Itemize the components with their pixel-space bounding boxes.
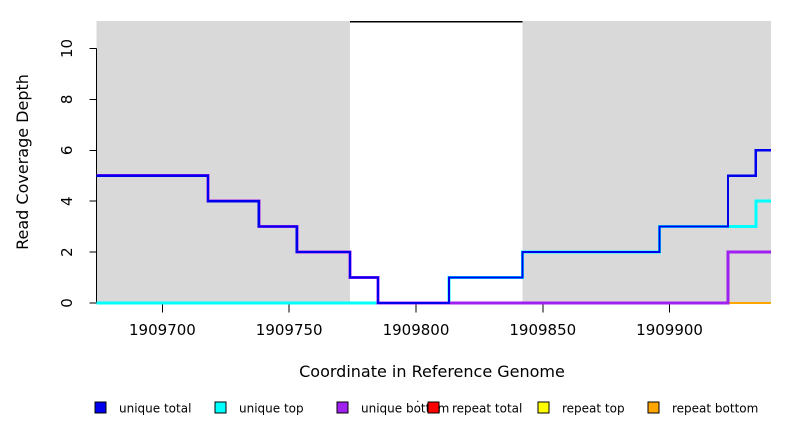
- legend-label-unique-total: unique total: [119, 402, 191, 416]
- legend-label-repeat-total: repeat total: [452, 402, 522, 416]
- legend-label-unique-bottom: unique bottom: [361, 402, 449, 416]
- legend-item-unique-bottom: unique bottom: [336, 401, 449, 416]
- legend-label-unique-top: unique top: [239, 402, 304, 416]
- legend-label-repeat-top: repeat top: [562, 402, 625, 416]
- unique-region-shading-right: [522, 21, 771, 303]
- legend-item-unique-total: unique total: [94, 401, 191, 416]
- legend-swatch-repeat-total: [427, 401, 440, 414]
- x-tick-label: 1909900: [636, 321, 703, 339]
- legend-label-repeat-bottom: repeat bottom: [672, 402, 758, 416]
- y-axis-ticks: 0 2 4 6 8 10: [58, 39, 97, 308]
- legend-swatch-unique-top: [214, 401, 227, 414]
- y-tick-label: 10: [58, 39, 76, 58]
- x-tick-label: 1909700: [129, 321, 196, 339]
- x-tick-label: 1909750: [256, 321, 323, 339]
- legend: unique total unique top unique bottom · …: [94, 395, 758, 416]
- y-tick-label: 0: [58, 298, 76, 308]
- x-axis-ticks: 1909700 1909750 1909800 1909850 1909900: [129, 303, 703, 339]
- coverage-series-lines: [96, 149, 771, 305]
- x-axis-title: Coordinate in Reference Genome: [299, 362, 565, 381]
- repeat-region-background: [350, 21, 523, 303]
- legend-item-repeat-top: repeat top: [537, 401, 625, 416]
- x-tick-label: 1909850: [509, 321, 576, 339]
- legend-swatch-repeat-top: [537, 401, 550, 414]
- y-axis-title: Read Coverage Depth: [13, 74, 32, 250]
- y-tick-label: 6: [58, 146, 76, 156]
- legend-swatch-unique-bottom: [336, 401, 349, 414]
- unique-region-shading-left: [96, 21, 351, 303]
- legend-stray-mark: ·: [416, 395, 420, 408]
- plot-background-regions: [96, 21, 771, 303]
- y-tick-label: 4: [58, 196, 76, 206]
- legend-item-repeat-total: repeat total: [427, 401, 522, 416]
- legend-item-repeat-bottom: repeat bottom: [647, 401, 758, 416]
- x-tick-label: 1909800: [383, 321, 450, 339]
- y-tick-label: 8: [58, 95, 76, 105]
- series-unique-total-line: [96, 149, 771, 305]
- y-tick-label: 2: [58, 247, 76, 257]
- legend-swatch-repeat-bottom: [647, 401, 660, 414]
- legend-swatch-unique-total: [94, 401, 107, 414]
- legend-item-unique-top: unique top: [214, 401, 304, 416]
